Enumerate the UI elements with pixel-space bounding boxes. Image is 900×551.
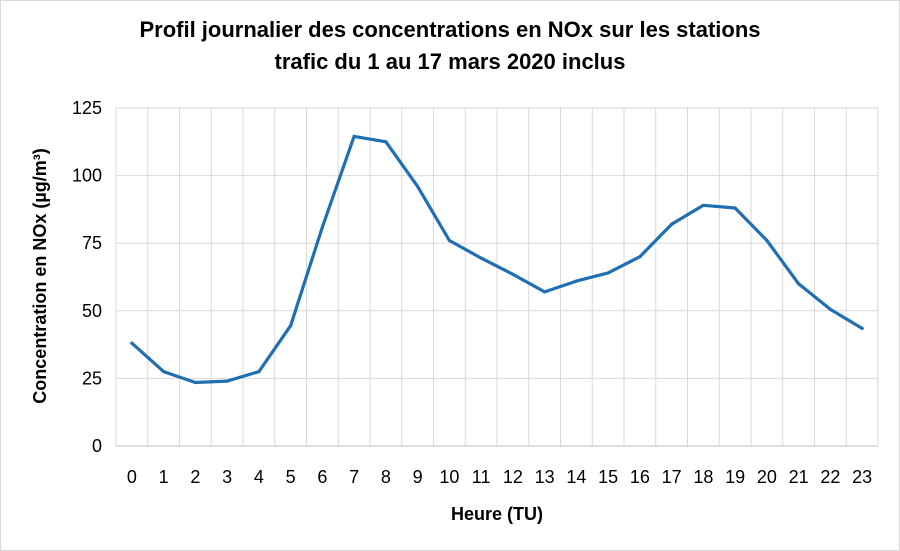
y-tick-100: 100 bbox=[72, 166, 102, 186]
data-point-21 bbox=[797, 282, 801, 286]
x-tick-14: 14 bbox=[566, 467, 586, 487]
x-tick-4: 4 bbox=[254, 467, 264, 487]
x-tick-20: 20 bbox=[757, 467, 777, 487]
gridlines bbox=[115, 107, 879, 446]
y-tick-75: 75 bbox=[82, 233, 102, 253]
series-line-0 bbox=[130, 134, 864, 385]
x-tick-9: 9 bbox=[413, 467, 423, 487]
data-point-15 bbox=[606, 271, 610, 275]
data-point-2 bbox=[193, 380, 197, 385]
x-tick-23: 23 bbox=[852, 467, 872, 487]
series bbox=[130, 134, 864, 385]
x-axis-label: Heure (TU) bbox=[451, 504, 543, 524]
x-tick-13: 13 bbox=[535, 467, 555, 487]
data-point-19 bbox=[733, 206, 737, 210]
chart-title-line-2: trafic du 1 au 17 mars 2020 inclus bbox=[274, 49, 626, 74]
data-point-17 bbox=[670, 222, 674, 226]
data-point-11 bbox=[479, 256, 483, 260]
y-tick-125: 125 bbox=[72, 98, 102, 118]
chart-title: Profil journalier des concentrations en … bbox=[0, 14, 900, 78]
data-point-6 bbox=[320, 225, 324, 229]
x-tick-labels: 0 1 2 3 4 5 6 7 8 9 10 11 12 13 14 15 16 17 18 19 20 21 22 23 bbox=[127, 467, 872, 487]
data-point-12 bbox=[511, 272, 515, 276]
x-tick-22: 22 bbox=[820, 467, 840, 487]
y-tick-0: 0 bbox=[92, 436, 102, 456]
y-tick-25: 25 bbox=[82, 368, 102, 388]
x-tick-1: 1 bbox=[159, 467, 169, 487]
data-point-3 bbox=[225, 379, 229, 383]
x-tick-12: 12 bbox=[503, 467, 523, 487]
y-tick-labels: 0 25 50 75 100 125 bbox=[72, 98, 102, 456]
x-tick-3: 3 bbox=[222, 467, 232, 487]
x-tick-6: 6 bbox=[317, 467, 327, 487]
data-point-8 bbox=[384, 140, 388, 144]
x-tick-0: 0 bbox=[127, 467, 137, 487]
data-point-22 bbox=[828, 307, 832, 312]
x-tick-11: 11 bbox=[472, 467, 491, 487]
x-tick-8: 8 bbox=[381, 467, 391, 487]
data-point-9 bbox=[416, 184, 420, 189]
data-point-23 bbox=[860, 326, 864, 330]
y-axis-label: Concentration en NOx (µg/m³) bbox=[30, 148, 50, 403]
chart-title-line-1: Profil journalier des concentrations en … bbox=[139, 17, 761, 42]
y-tick-50: 50 bbox=[82, 301, 102, 321]
x-tick-17: 17 bbox=[662, 467, 682, 487]
data-point-13 bbox=[543, 290, 547, 294]
x-tick-21: 21 bbox=[789, 467, 809, 487]
data-point-7 bbox=[352, 134, 356, 138]
data-point-5 bbox=[289, 324, 293, 328]
x-tick-5: 5 bbox=[286, 467, 296, 487]
x-tick-2: 2 bbox=[190, 467, 200, 487]
x-tick-19: 19 bbox=[725, 467, 745, 487]
x-tick-10: 10 bbox=[439, 467, 459, 487]
data-point-0 bbox=[130, 341, 134, 345]
data-point-18 bbox=[701, 203, 705, 207]
data-point-20 bbox=[765, 238, 769, 243]
x-tick-18: 18 bbox=[693, 467, 713, 487]
data-point-14 bbox=[574, 279, 578, 283]
x-tick-16: 16 bbox=[630, 467, 650, 487]
data-point-16 bbox=[638, 255, 642, 259]
data-point-1 bbox=[162, 370, 166, 374]
data-point-10 bbox=[447, 238, 451, 243]
x-tick-7: 7 bbox=[349, 467, 359, 487]
data-point-4 bbox=[257, 370, 261, 374]
x-tick-15: 15 bbox=[598, 467, 618, 487]
